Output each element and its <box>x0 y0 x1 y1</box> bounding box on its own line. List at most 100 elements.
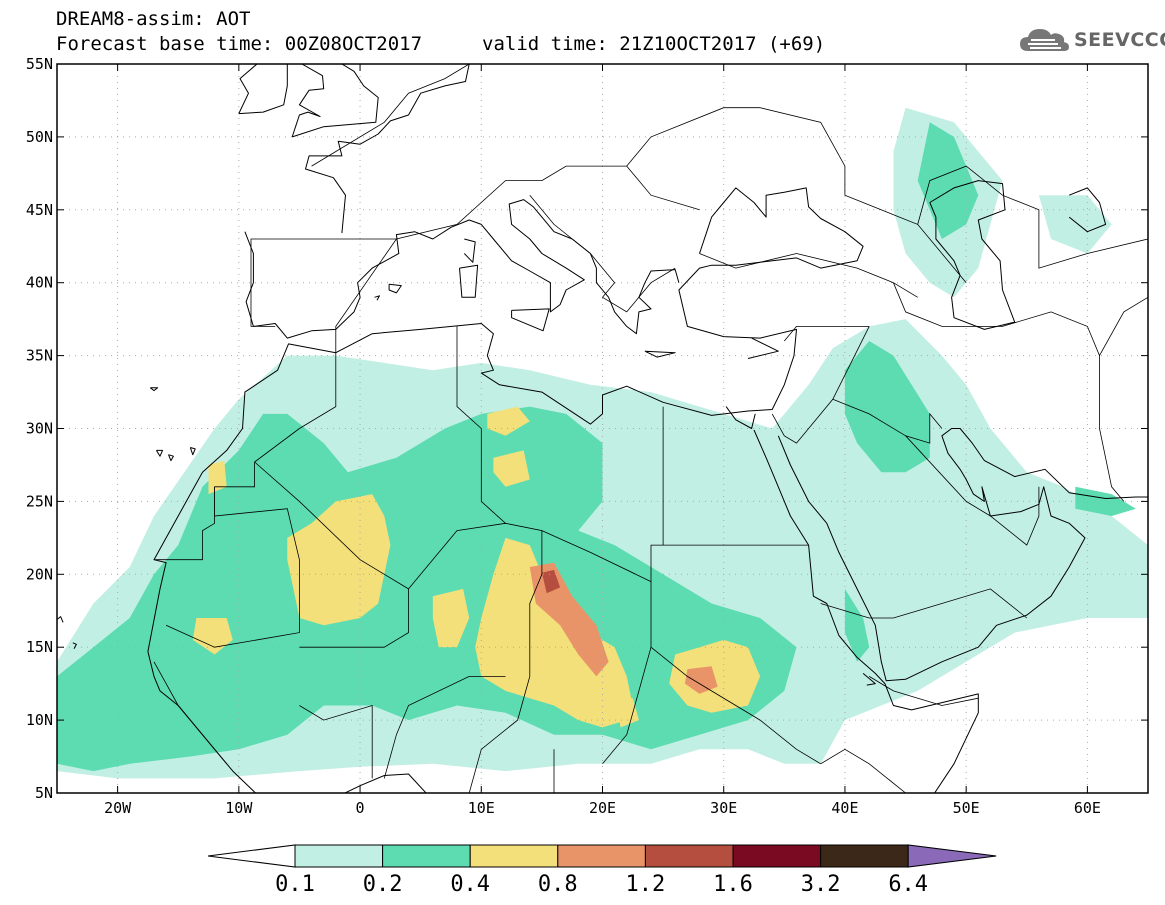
aot-contour-fills <box>57 107 1148 779</box>
lat-label: 40N <box>26 274 53 292</box>
colorbar-segment <box>644 844 734 868</box>
coastline <box>374 295 380 301</box>
colorbar: 0.1 0.2 0.4 0.8 1.2 1.6 3.2 6.4 <box>207 844 997 897</box>
country-border <box>905 435 1040 546</box>
country-border <box>335 165 700 356</box>
country-border <box>154 355 337 561</box>
country-border <box>299 704 373 779</box>
country-border <box>771 326 870 444</box>
aot-region-level-3 <box>475 537 633 728</box>
lat-label: 50N <box>26 128 53 146</box>
colorbar-label: 1.2 <box>626 872 666 897</box>
country-border <box>699 253 918 298</box>
coastline <box>459 264 479 298</box>
colorbar-label: 0.1 <box>275 872 315 897</box>
lat-label: 55N <box>26 55 53 73</box>
coastline <box>644 350 676 358</box>
colorbar-label: 0.2 <box>363 872 403 897</box>
aot-region-level-3 <box>208 460 227 495</box>
map-title: DREAM8-assim: AOT <box>56 8 251 30</box>
lon-label: 10E <box>468 799 495 817</box>
country-border <box>468 676 531 793</box>
coastline <box>292 64 379 138</box>
country-border <box>383 676 506 779</box>
colorbar-label: 3.2 <box>801 872 841 897</box>
lat-label: 35N <box>26 347 53 365</box>
aot-region-level-4 <box>684 666 718 694</box>
valid-time: valid time: 21Z10OCT2017 (+69) <box>482 33 826 55</box>
coastline <box>238 64 288 115</box>
country-border <box>650 544 664 582</box>
country-borders <box>153 64 1148 793</box>
coastline <box>57 616 64 623</box>
colorbar-label: 0.8 <box>538 872 578 897</box>
colorbar-segment <box>732 844 822 868</box>
lat-label: 20N <box>26 565 53 583</box>
colorbar-label: 6.4 <box>888 872 928 897</box>
country-border <box>820 588 1028 619</box>
aot-region-level-3 <box>192 618 233 655</box>
country-border <box>165 486 300 648</box>
aot-region-level-2 <box>844 588 870 662</box>
colorbar-segment <box>382 844 471 868</box>
coastline <box>929 180 1016 330</box>
country-border <box>626 107 967 283</box>
axis-ticks: 55N 50N 45N 40N 35N 30N 25N 20N 15N 10N 5N 20W 10W 0 1… <box>26 55 1148 817</box>
lat-label: 15N <box>26 638 53 656</box>
aot-region-level-3 <box>287 494 391 626</box>
aot-region-level-1 <box>1038 195 1112 254</box>
coastline <box>305 64 470 234</box>
country-border <box>529 194 676 313</box>
country-border <box>832 398 943 444</box>
colorbar-label: 0.4 <box>450 872 490 897</box>
coastline <box>511 308 550 332</box>
coastline <box>291 64 325 138</box>
coastline <box>155 449 163 457</box>
aot-region-level-5 <box>541 569 561 594</box>
coastline <box>747 337 779 359</box>
country-border <box>250 238 397 327</box>
coastline <box>168 454 174 462</box>
colorbar-segment <box>469 844 559 868</box>
lon-label: 50E <box>953 799 980 817</box>
coastline <box>147 187 864 652</box>
seevccc-logo: SEEVCCC <box>1018 27 1165 55</box>
country-border <box>783 325 870 342</box>
coastlines <box>57 64 1148 793</box>
coastline <box>862 673 876 686</box>
coastline <box>147 651 427 793</box>
country-border <box>893 282 1125 502</box>
coastline <box>72 642 77 649</box>
coastline <box>777 428 1148 682</box>
aot-region-level-3 <box>493 450 530 487</box>
aot-region-level-3 <box>669 639 761 713</box>
aot-region-level-3 <box>614 698 639 728</box>
colorbar-under-arrow <box>207 844 296 868</box>
coastline <box>149 387 159 392</box>
logo-text: SEEVCCC <box>1074 29 1165 51</box>
colorbar-label: 1.6 <box>713 872 753 897</box>
lon-label: 30E <box>710 799 737 817</box>
aot-region-level-2 <box>1075 486 1136 516</box>
forecast-base-time: Forecast base time: 00Z08OCT2017 <box>56 33 423 55</box>
lat-label: 45N <box>26 201 53 219</box>
coastline <box>463 238 476 263</box>
aot-region-level-3 <box>432 588 470 648</box>
coastline <box>753 429 979 793</box>
country-border <box>254 461 409 648</box>
lon-label: 20E <box>589 799 616 817</box>
colorbar-segment <box>294 844 384 868</box>
coastline <box>388 283 402 294</box>
country-border <box>456 326 506 524</box>
coastline <box>244 199 680 339</box>
country-border <box>650 646 821 765</box>
lon-label: 0 <box>356 799 365 817</box>
lat-label: 5N <box>35 784 53 802</box>
lat-label: 10N <box>26 711 53 729</box>
lon-label: 60E <box>1074 799 1101 817</box>
country-border <box>917 165 1148 269</box>
lat-label: 25N <box>26 492 53 510</box>
country-border <box>820 748 906 793</box>
country-border <box>311 64 470 167</box>
coastline <box>725 406 756 429</box>
